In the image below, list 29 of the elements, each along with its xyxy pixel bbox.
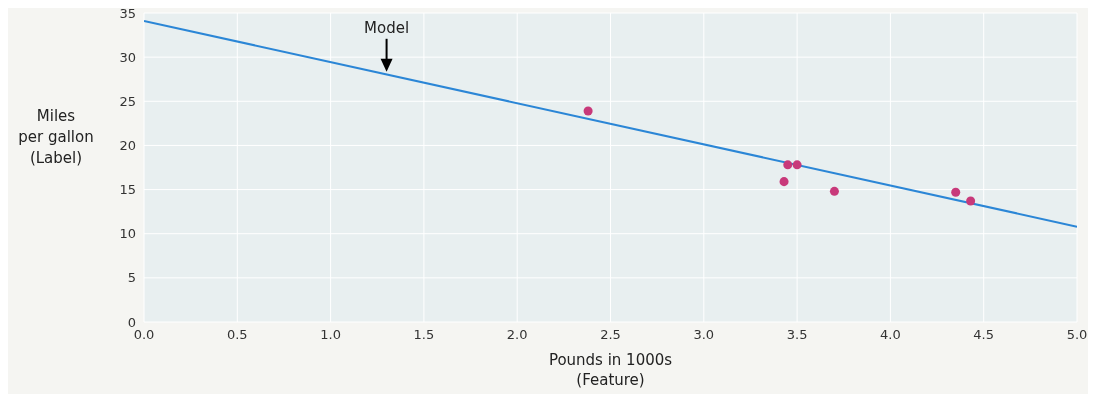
- annotation: Model: [364, 18, 410, 37]
- x-tick-label: 1.5: [413, 327, 435, 343]
- x-axis-title: Pounds in 1000s (Feature): [547, 350, 674, 390]
- point: [779, 177, 789, 187]
- y-tick-label: 25: [119, 93, 136, 109]
- y-tick-label: 15: [119, 182, 136, 198]
- y-axis-title: Miles per gallon (Label): [17, 106, 95, 169]
- point: [583, 106, 593, 116]
- x-tick-label: 3.5: [786, 327, 808, 343]
- point: [966, 196, 976, 206]
- y-tick-label: 10: [119, 226, 136, 242]
- x-tick-label: 4.0: [880, 327, 901, 343]
- x-tick-label: 2.5: [600, 327, 621, 343]
- y-tick-label: 5: [127, 270, 136, 286]
- x-tick-label: 0.5: [226, 327, 248, 343]
- x-tick-label: 0.0: [133, 327, 155, 343]
- y-tick-label: 20: [119, 138, 136, 154]
- point: [783, 160, 793, 170]
- x-tick-label: 2.0: [506, 327, 528, 343]
- y-tick-label: 0: [127, 314, 136, 330]
- point: [951, 187, 961, 197]
- point: [792, 160, 802, 170]
- y-tick-label: 30: [119, 49, 136, 65]
- x-tick-label: 4.5: [973, 327, 995, 343]
- x-tick-label: 1.0: [320, 327, 341, 343]
- x-tick-label: 5.0: [1066, 327, 1088, 343]
- point: [829, 186, 839, 196]
- y-tick-label: 35: [119, 5, 136, 21]
- x-tick-label: 3.0: [693, 327, 715, 343]
